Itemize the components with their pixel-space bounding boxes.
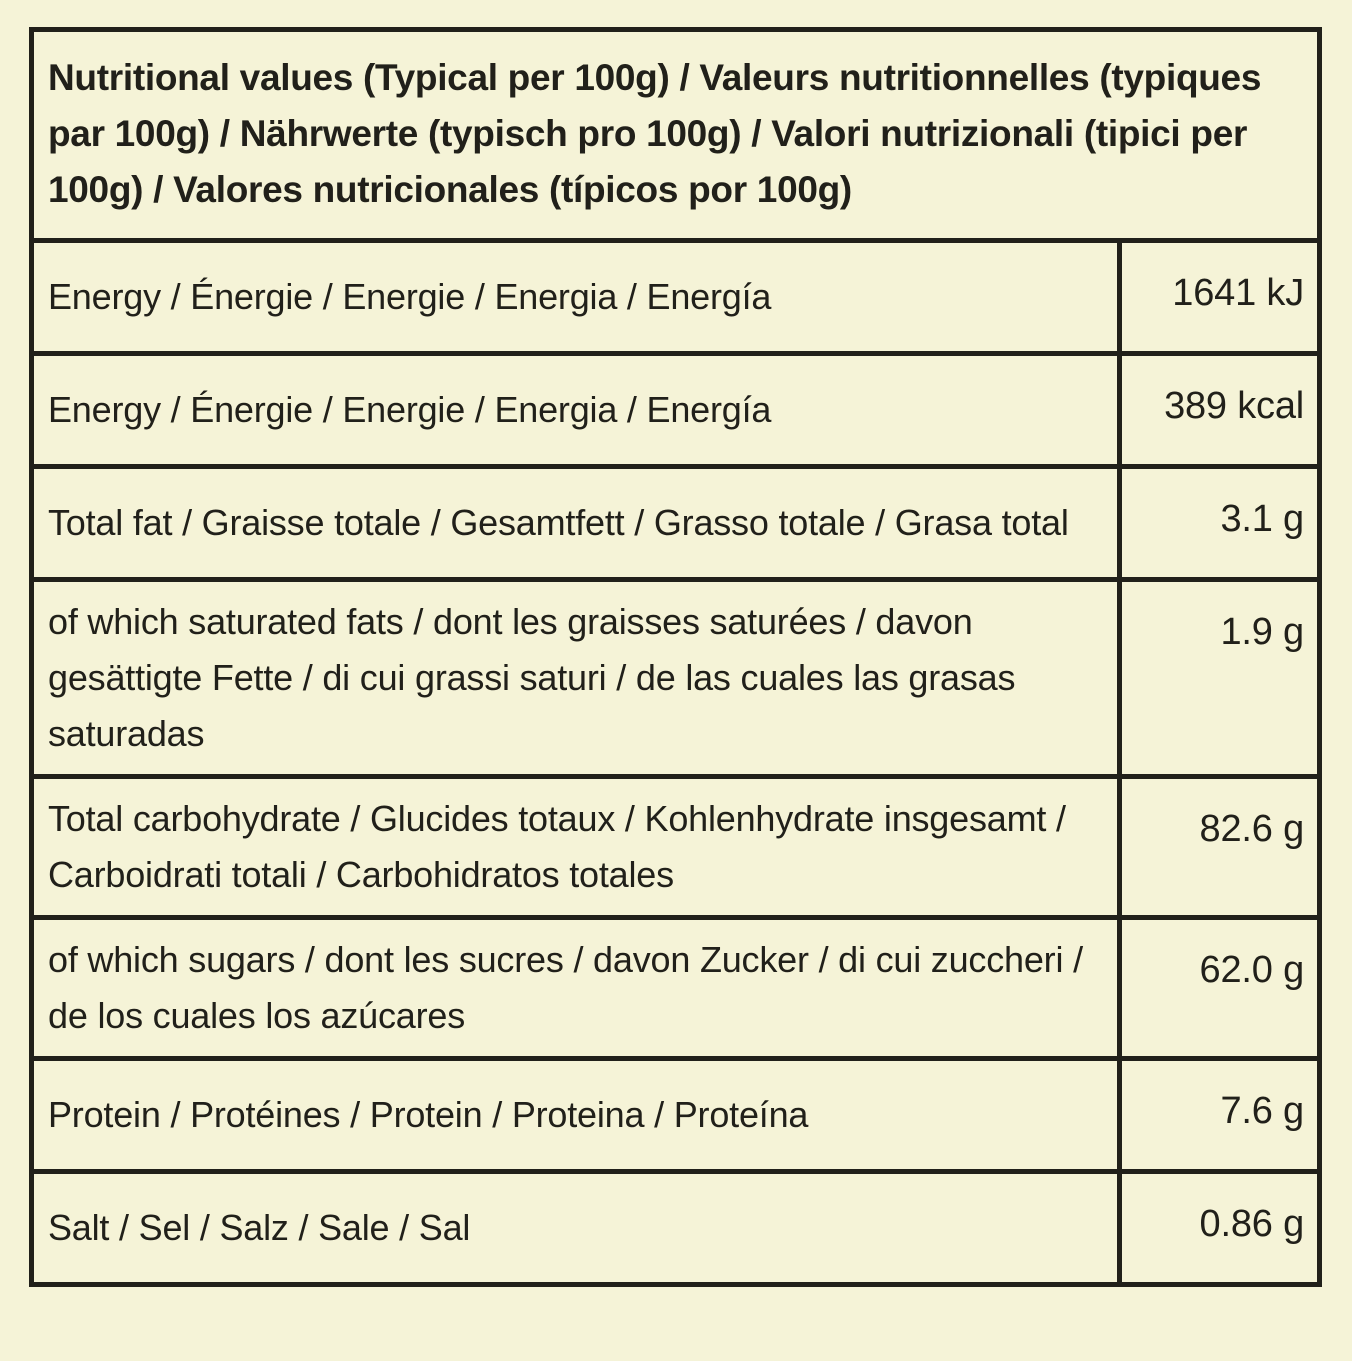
nutrient-value: 1.9 g [1117, 582, 1317, 774]
nutrient-label: Salt / Sel / Salz / Sale / Sal [48, 1207, 471, 1248]
table-header: Nutritional values (Typical per 100g) / … [48, 57, 1262, 210]
nutrient-label: Total carbohydrate / Glucides totaux / K… [48, 798, 1066, 895]
nutrient-value: 389 kcal [1117, 356, 1317, 464]
nutrient-value: 62.0 g [1117, 920, 1317, 1056]
nutrient-value: 82.6 g [1117, 779, 1317, 915]
table-row: Protein / Protéines / Protein / Proteina… [34, 1056, 1317, 1169]
nutrient-label: Protein / Protéines / Protein / Proteina… [48, 1094, 809, 1135]
table-row: Energy / Énergie / Energie / Energia / E… [34, 351, 1317, 464]
table-row: Salt / Sel / Salz / Sale / Sal 0.86 g [34, 1169, 1317, 1282]
nutrient-label: Energy / Énergie / Energie / Energia / E… [48, 276, 772, 317]
nutrient-value: 3.1 g [1117, 469, 1317, 577]
nutrient-label: of which sugars / dont les sucres / davo… [48, 939, 1083, 1036]
table-row: of which sugars / dont les sucres / davo… [34, 915, 1317, 1056]
nutrition-table: Nutritional values (Typical per 100g) / … [29, 27, 1322, 1287]
nutrient-label: of which saturated fats / dont les grais… [48, 601, 1016, 754]
nutrient-value: 1641 kJ [1117, 243, 1317, 351]
table-row: Total fat / Graisse totale / Gesamtfett … [34, 464, 1317, 577]
table-row: of which saturated fats / dont les grais… [34, 577, 1317, 774]
nutrient-value: 0.86 g [1117, 1174, 1317, 1282]
nutrient-label: Energy / Énergie / Energie / Energia / E… [48, 389, 772, 430]
nutrient-label: Total fat / Graisse totale / Gesamtfett … [48, 502, 1069, 543]
table-body: Energy / Énergie / Energie / Energia / E… [34, 238, 1317, 1282]
table-row: Energy / Énergie / Energie / Energia / E… [34, 238, 1317, 351]
nutrient-value: 7.6 g [1117, 1061, 1317, 1169]
table-row: Total carbohydrate / Glucides totaux / K… [34, 774, 1317, 915]
